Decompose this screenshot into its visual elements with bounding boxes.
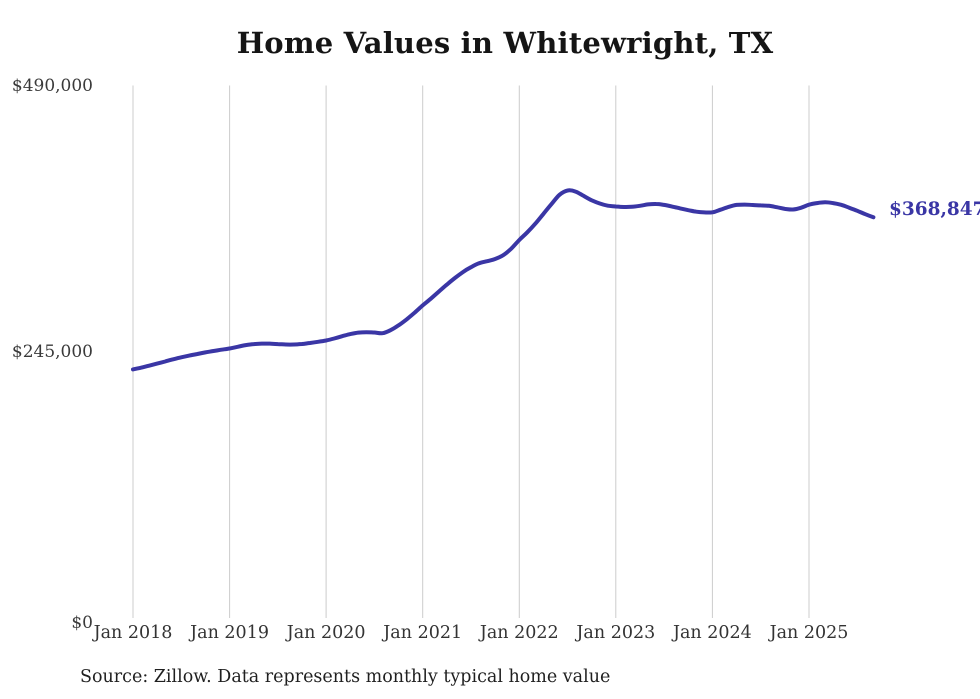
x-tick-label: Jan 2021 [383,623,463,643]
x-tick-label: Jan 2019 [190,623,269,643]
x-tick-label: Jan 2024 [672,623,752,643]
x-tick-label: Jan 2025 [769,623,849,643]
chart-title: Home Values in Whitewright, TX [236,26,774,60]
x-axis-labels: Jan 2018 Jan 2019 Jan 2020 Jan 2021 Jan 2022… [0,623,980,647]
home-value-line [131,188,876,372]
y-tick-label-0: $0 [71,613,93,633]
y-tick-label-245000: $245,000 [11,342,93,362]
x-tick-label: Jan 2022 [479,623,559,643]
y-tick-label-490000: $490,000 [11,76,93,96]
x-tick-label: Jan 2023 [576,623,656,643]
latest-value-label: $368,847 [889,199,980,220]
x-tick-label: Jan 2018 [93,623,173,643]
source-note: Source: Zillow. Data represents monthly … [80,667,611,687]
x-tick-label: Jan 2020 [286,623,366,643]
